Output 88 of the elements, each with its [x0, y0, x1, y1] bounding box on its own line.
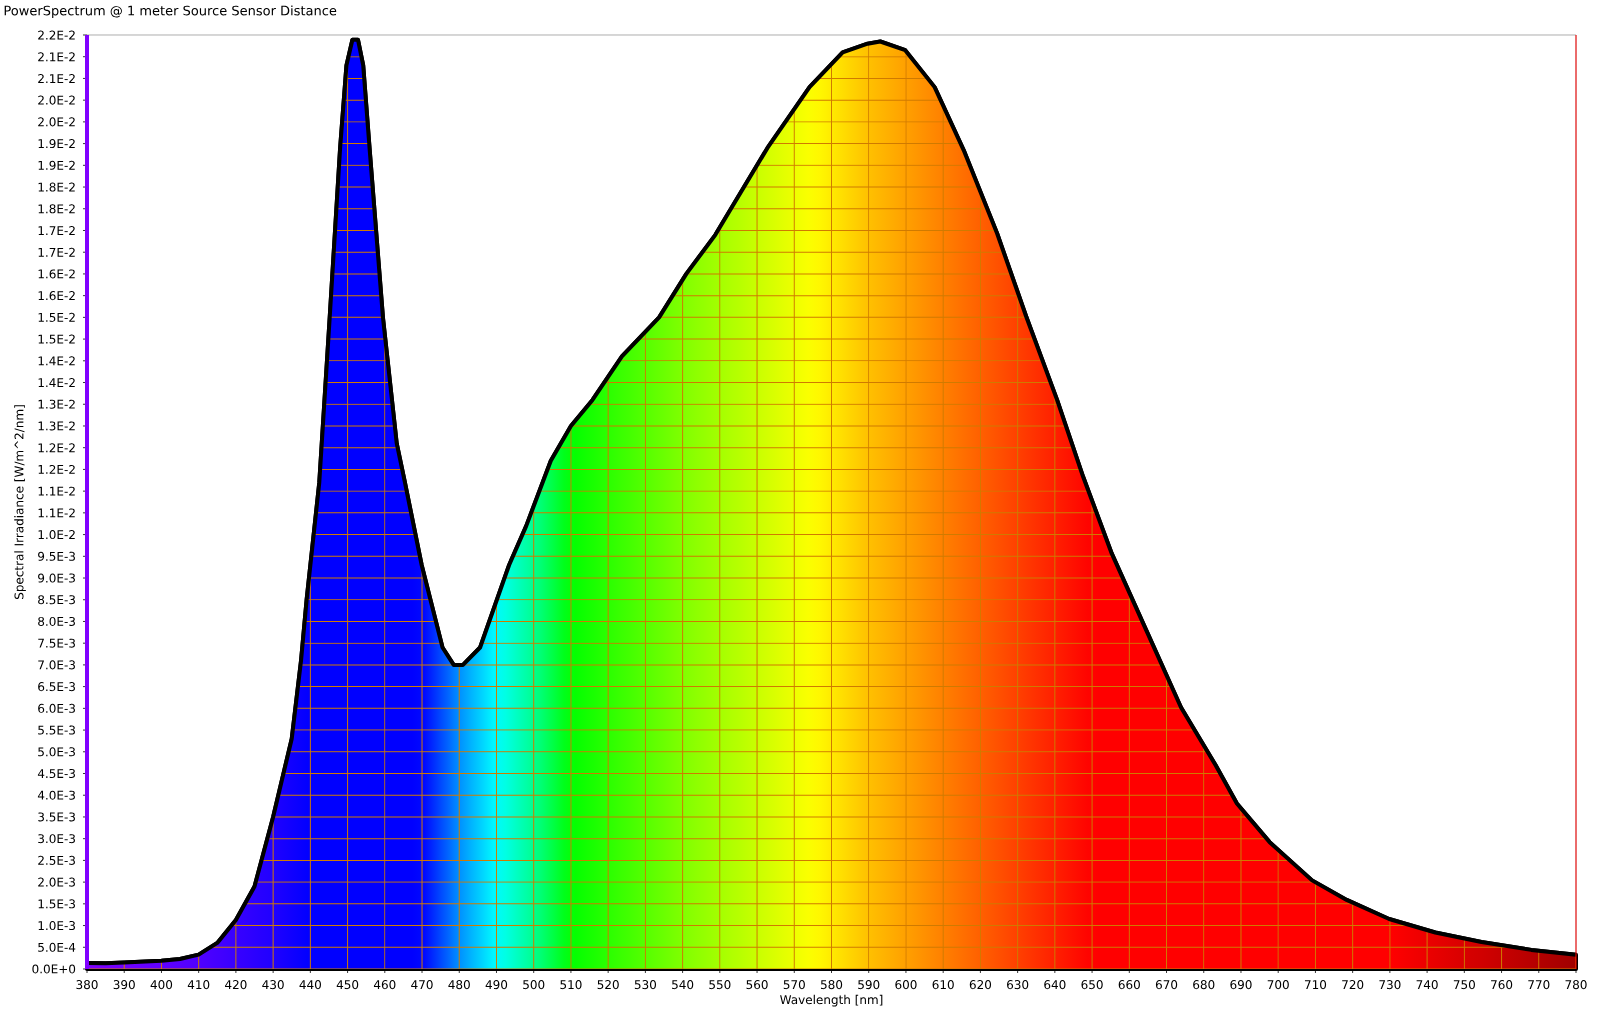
y-tick-label: 1.3E-2: [38, 421, 75, 431]
y-tick-label: 1.7E-2: [38, 225, 75, 235]
y-tick-label: 1.9E-2: [38, 139, 75, 149]
x-tick-label: 470: [411, 980, 433, 990]
x-tick-label: 780: [1565, 980, 1587, 990]
y-tick-label: 1.8E-2: [38, 204, 75, 214]
x-tick-label: 560: [746, 980, 768, 990]
y-tick-label: 5.0E-4: [38, 942, 76, 952]
y-tick-label: 2.1E-2: [38, 73, 75, 83]
y-tick-label: 1.6E-2: [38, 269, 75, 279]
x-tick-label: 430: [262, 980, 284, 990]
x-tick-label: 540: [672, 980, 694, 990]
y-tick-label: 2.1E-2: [38, 52, 75, 62]
y-tick-label: 1.4E-2: [38, 356, 75, 366]
x-tick-label: 460: [373, 980, 396, 990]
x-tick-label: 580: [820, 980, 843, 990]
y-tick-label: 8.0E-3: [38, 616, 75, 626]
x-tick-label: 640: [1044, 980, 1066, 990]
y-tick-label: 1.5E-3: [38, 899, 75, 909]
y-tick-label: 3.5E-3: [38, 812, 75, 822]
y-tick-label: 9.0E-3: [38, 573, 75, 583]
y-tick-label: 2.2E-2: [38, 30, 75, 40]
y-tick-label: 4.0E-3: [37, 790, 75, 800]
x-tick-label: 600: [895, 980, 917, 990]
y-tick-label: 5.5E-3: [38, 725, 75, 735]
x-tick-label: 750: [1453, 980, 1475, 990]
x-tick-label: 570: [783, 980, 805, 990]
y-tick-label: 2.0E-2: [38, 95, 75, 105]
x-tick-label: 740: [1416, 980, 1438, 990]
x-axis-title: Wavelength [nm]: [780, 994, 883, 1007]
y-tick-label: 1.1E-2: [38, 508, 75, 518]
y-tick-label: 1.2E-2: [38, 443, 75, 453]
y-tick-label: 1.7E-2: [38, 247, 75, 257]
x-tick-label: 530: [634, 980, 657, 990]
x-tick-label: 770: [1528, 980, 1550, 990]
x-tick-label: 630: [1007, 980, 1029, 990]
x-tick-label: 660: [1118, 980, 1140, 990]
x-tick-label: 650: [1081, 980, 1103, 990]
y-tick-label: 1.5E-2: [38, 334, 75, 344]
y-tick-label: 1.0E-3: [38, 920, 75, 931]
x-tick-label: 720: [1342, 980, 1364, 990]
x-tick-label: 710: [1304, 980, 1327, 990]
y-tick-label: 1.6E-2: [38, 291, 75, 301]
y-tick-label: 0.0E+0: [32, 964, 76, 974]
x-tick-label: 680: [1193, 980, 1215, 990]
y-tick-label: 1.4E-2: [38, 378, 75, 387]
y-tick-label: 2.5E-3: [38, 855, 75, 865]
x-tick-label: 760: [1491, 980, 1513, 990]
y-tick-label: 8.5E-3: [38, 595, 75, 605]
y-tick-label: 2.0E-3: [38, 877, 75, 887]
x-tick-label: 380: [76, 980, 98, 990]
y-tick-label: 1.1E-2: [38, 486, 75, 496]
x-tick-label: 590: [858, 980, 880, 990]
y-tick-label: 6.5E-3: [38, 682, 75, 692]
y-tick-label: 7.0E-3: [38, 660, 75, 670]
x-tick-label: 610: [932, 980, 954, 990]
y-axis-title: Spectral Irradiance [W/m^2/nm]: [14, 405, 26, 599]
x-tick-label: 490: [485, 980, 508, 990]
x-tick-label: 510: [560, 980, 582, 990]
x-tick-label: 520: [597, 980, 619, 990]
y-tick-label: 1.8E-2: [38, 182, 75, 192]
y-tick-label: 6.0E-3: [38, 703, 75, 713]
chart-title: PowerSpectrum @ 1 meter Source Sensor Distance: [4, 5, 337, 18]
y-tick-label: 1.2E-2: [38, 464, 75, 474]
y-tick-label: 1.0E-2: [38, 529, 75, 540]
y-tick-label: 4.5E-3: [37, 768, 75, 778]
y-tick-label: 1.9E-2: [38, 160, 75, 170]
x-tick-label: 390: [113, 980, 135, 990]
y-tick-label: 5.0E-3: [38, 747, 75, 757]
x-tick-label: 700: [1267, 980, 1289, 990]
x-tick-label: 400: [150, 980, 173, 990]
x-tick-label: 730: [1379, 980, 1401, 990]
y-tick-label: 9.5E-3: [38, 551, 75, 561]
x-tick-label: 690: [1230, 980, 1252, 990]
x-tick-label: 440: [299, 980, 321, 990]
x-tick-label: 550: [709, 980, 731, 990]
x-tick-label: 620: [969, 980, 992, 990]
x-tick-label: 410: [187, 980, 210, 990]
x-tick-label: 670: [1155, 980, 1178, 990]
x-tick-label: 480: [448, 980, 470, 990]
x-tick-label: 450: [336, 980, 359, 990]
x-tick-label: 500: [523, 980, 545, 990]
y-tick-label: 7.5E-3: [38, 638, 75, 648]
y-tick-label: 1.5E-2: [38, 312, 75, 322]
x-tick-label: 420: [225, 980, 247, 990]
y-tick-label: 3.0E-3: [38, 834, 75, 844]
y-tick-label: 2.0E-2: [38, 117, 75, 127]
y-tick-label: 1.3E-2: [38, 399, 75, 409]
